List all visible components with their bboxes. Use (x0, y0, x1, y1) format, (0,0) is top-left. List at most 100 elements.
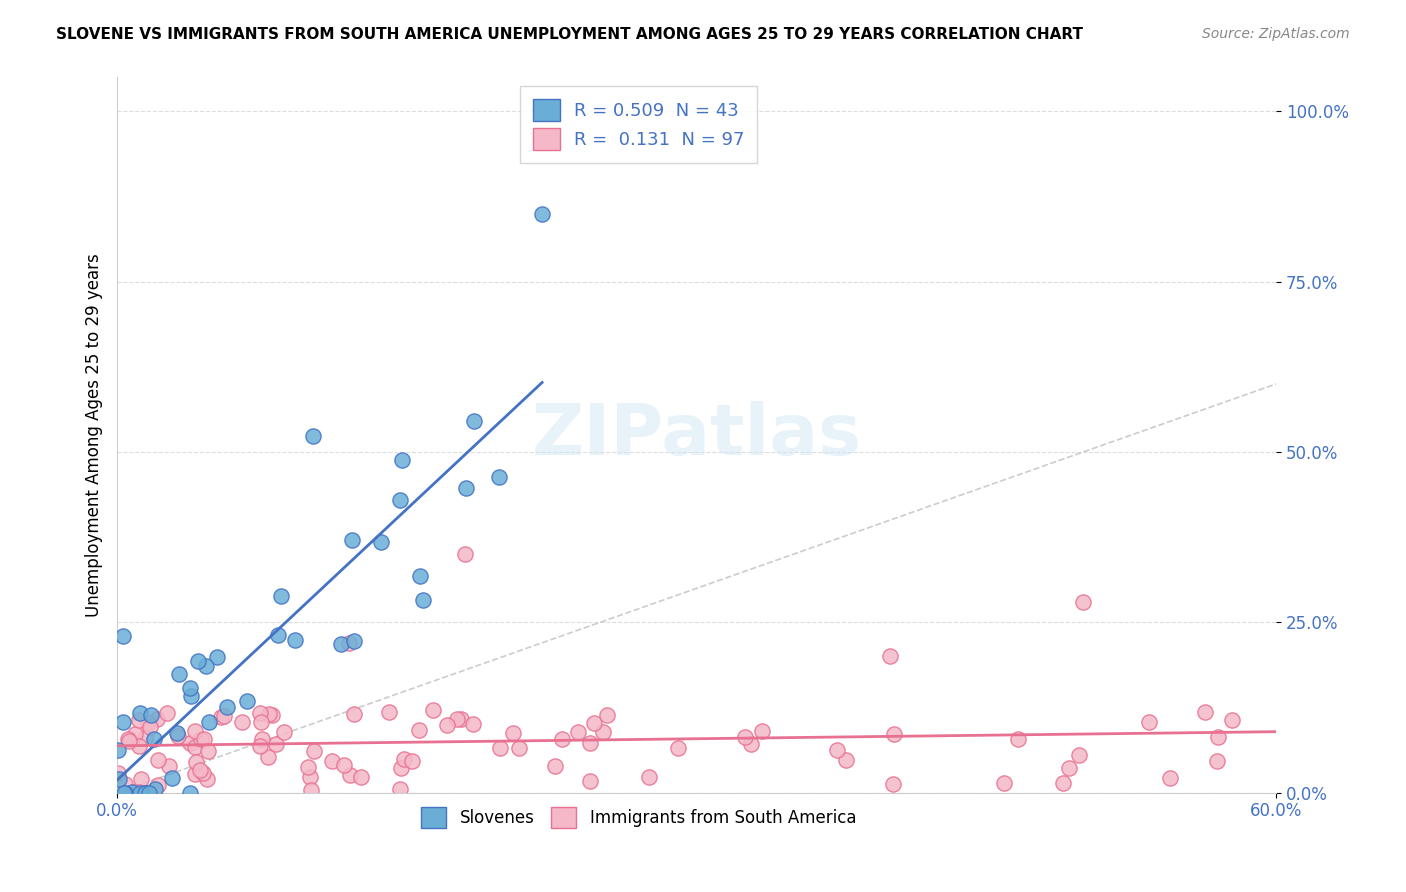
Point (502, 726, 524, 740)
Point (129, 772, 152, 787)
Point (350, 770, 373, 784)
Point (391, 761, 413, 775)
Point (215, 700, 238, 714)
Point (249, 739, 271, 753)
Point (236, 694, 259, 708)
Point (582, 716, 605, 731)
Point (1208, 730, 1230, 744)
Point (124, 727, 146, 741)
Point (129, 706, 152, 720)
Point (128, 785, 150, 799)
Point (1057, 761, 1080, 775)
Point (108, 772, 131, 786)
Point (1067, 748, 1090, 763)
Point (114, 786, 136, 800)
Point (194, 658, 217, 673)
Point (450, 712, 472, 726)
Point (128, 739, 150, 753)
Point (299, 783, 322, 797)
Point (260, 707, 283, 722)
Point (302, 744, 325, 758)
Point (252, 731, 274, 746)
Point (264, 738, 287, 752)
Point (321, 754, 343, 768)
Point (166, 725, 188, 739)
Point (825, 742, 848, 756)
Point (121, 785, 143, 799)
Point (267, 628, 290, 642)
Point (270, 589, 292, 603)
Point (463, 414, 485, 428)
Point (180, 689, 202, 703)
Point (249, 706, 271, 720)
Text: SLOVENE VS IMMIGRANTS FROM SOUTH AMERICA UNEMPLOYMENT AMONG AGES 25 TO 29 YEARS : SLOVENE VS IMMIGRANTS FROM SOUTH AMERICA… (56, 27, 1083, 42)
Point (184, 724, 207, 739)
Point (422, 702, 444, 716)
Point (297, 760, 319, 774)
Point (454, 547, 477, 561)
Point (391, 453, 413, 467)
Point (638, 771, 661, 785)
Point (107, 765, 129, 780)
Text: Source: ZipAtlas.com: Source: ZipAtlas.com (1202, 27, 1350, 41)
Point (129, 786, 152, 800)
Point (128, 713, 150, 727)
Point (188, 764, 211, 778)
Point (256, 749, 278, 764)
Point (157, 758, 180, 772)
Point (579, 736, 602, 750)
Point (273, 725, 295, 739)
Point (666, 740, 689, 755)
Point (1194, 705, 1216, 719)
Point (488, 470, 510, 484)
Point (209, 710, 232, 724)
Point (456, 481, 478, 495)
Point (134, 786, 156, 800)
Point (993, 776, 1015, 790)
Point (121, 785, 143, 799)
Point (489, 740, 512, 755)
Point (882, 777, 904, 791)
Point (378, 705, 401, 719)
Point (883, 727, 905, 741)
Point (508, 741, 530, 756)
Point (740, 737, 762, 751)
Point (249, 714, 271, 729)
Y-axis label: Unemployment Among Ages 25 to 29 years: Unemployment Among Ages 25 to 29 years (86, 253, 103, 617)
Point (193, 731, 215, 746)
Point (160, 772, 183, 786)
Point (835, 753, 858, 767)
Point (117, 731, 139, 746)
Point (298, 770, 321, 784)
Point (1007, 732, 1029, 747)
Point (330, 637, 353, 651)
Point (1222, 713, 1244, 727)
Point (1159, 771, 1181, 785)
Point (392, 752, 415, 766)
Point (212, 709, 235, 723)
Point (107, 743, 129, 757)
Point (179, 786, 201, 800)
Point (257, 706, 280, 721)
Point (155, 706, 177, 720)
Point (412, 593, 434, 607)
Point (436, 718, 458, 732)
Point (751, 723, 773, 738)
Point (592, 724, 614, 739)
Point (184, 740, 207, 755)
Point (461, 717, 484, 731)
Point (567, 725, 589, 739)
Point (186, 755, 208, 769)
Point (118, 734, 141, 748)
Point (596, 707, 619, 722)
Point (143, 781, 166, 796)
Point (195, 772, 218, 786)
Point (340, 533, 363, 548)
Point (184, 766, 207, 780)
Point (134, 731, 156, 746)
Point (332, 758, 354, 772)
Point (388, 781, 411, 796)
Point (408, 723, 430, 737)
Point (544, 758, 567, 772)
Point (146, 712, 169, 726)
